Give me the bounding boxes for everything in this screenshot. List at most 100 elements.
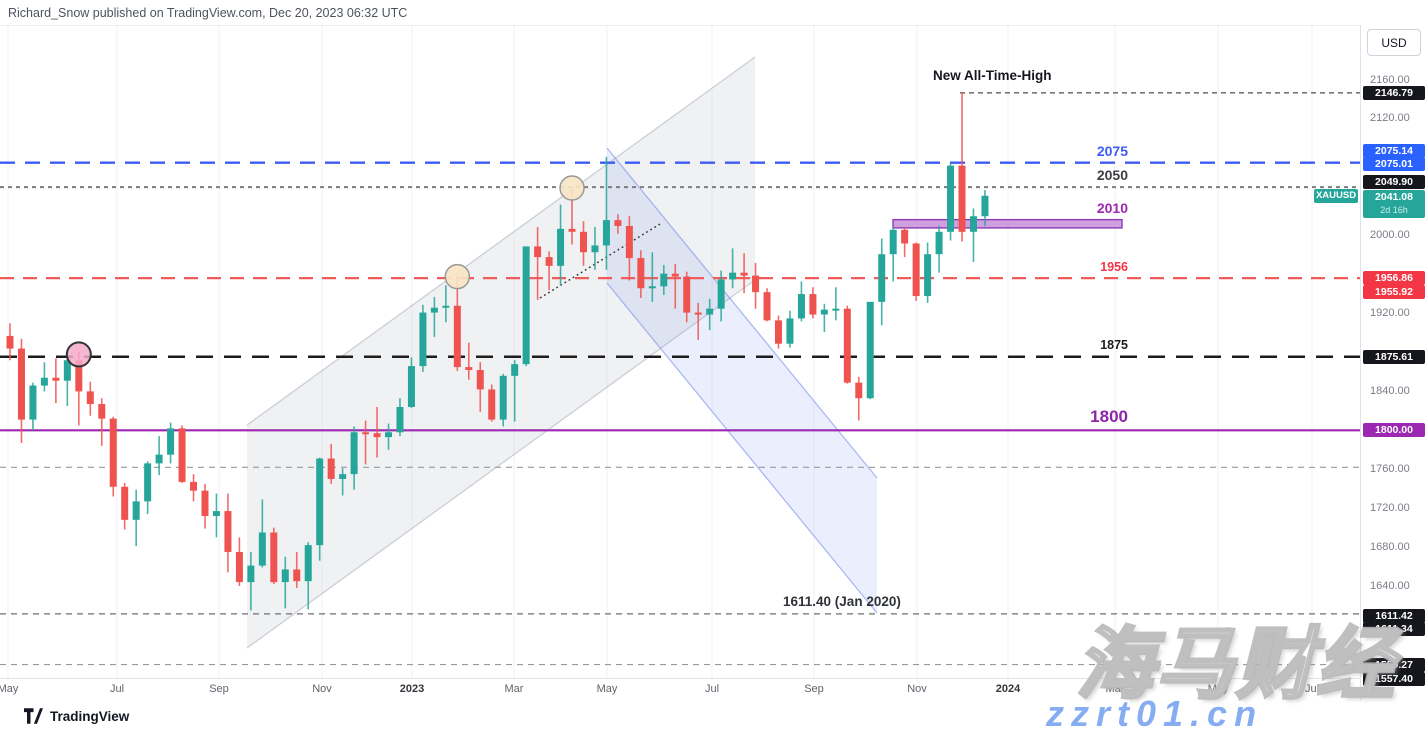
- footer-bar: TradingView: [0, 700, 1428, 734]
- candle-body: [75, 360, 83, 392]
- candle-body: [293, 569, 301, 582]
- candle-body: [843, 308, 851, 383]
- price-badge-1800.00: 1800.00: [1363, 423, 1425, 438]
- candle-body: [258, 532, 266, 566]
- candle-body: [178, 428, 186, 482]
- time-label-month: Nov: [312, 683, 332, 695]
- candle-body: [190, 481, 198, 491]
- candle-body: [362, 432, 370, 435]
- beige-marker-2050-test[interactable]: [559, 175, 585, 201]
- price-badge-2075.14: 2075.14: [1363, 143, 1425, 158]
- candle-body: [419, 312, 427, 367]
- level-label-sup-1611: 1611.40 (Jan 2020): [783, 594, 901, 610]
- candle-body: [407, 366, 415, 407]
- candle-body: [981, 195, 989, 217]
- candle-body: [86, 391, 94, 405]
- candle-body: [373, 433, 381, 438]
- time-label-month: May: [596, 683, 618, 695]
- candle-body: [121, 486, 129, 520]
- candle-body: [935, 231, 943, 255]
- candle-body: [499, 375, 507, 420]
- candle-body: [717, 279, 725, 309]
- price-tick: 1720.00: [1370, 501, 1410, 514]
- time-label-month: Jul: [109, 683, 125, 695]
- candle-body: [235, 551, 243, 583]
- ascending-gray-channel[interactable]: [247, 57, 755, 648]
- candle-body: [132, 501, 140, 520]
- price-badge-1955.92: 1955.92: [1363, 284, 1425, 299]
- candle-body: [648, 286, 656, 289]
- candle-body: [924, 254, 932, 297]
- level-label-2010: 2010: [1096, 199, 1128, 216]
- ascending-gray-channel-lower-edge: [246, 279, 756, 649]
- price-badge-1559.27: 1559.27: [1363, 657, 1425, 672]
- beige-marker-1956-test[interactable]: [444, 263, 471, 290]
- candle-body: [901, 229, 909, 244]
- publication-title: Richard_Snow published on TradingView.co…: [8, 6, 408, 20]
- time-label-month: Jul: [704, 683, 720, 695]
- candle-body: [144, 463, 152, 502]
- price-tick: 1640.00: [1370, 579, 1410, 592]
- candle-body: [545, 257, 553, 266]
- candle-body: [63, 360, 71, 381]
- pink-marker-1875-test[interactable]: [65, 341, 92, 368]
- candle-body: [488, 389, 496, 420]
- candle-body: [109, 418, 117, 487]
- current-price-badge: 2041.08 2d 16h: [1363, 189, 1425, 218]
- candle-body: [52, 377, 60, 381]
- candle-body: [212, 511, 220, 516]
- time-label-month: Sep: [209, 683, 229, 695]
- currency-toggle-button[interactable]: USD: [1367, 29, 1421, 56]
- candle-body: [281, 569, 289, 583]
- candle-body: [855, 382, 863, 399]
- candle-body: [774, 320, 782, 344]
- time-label-month: May: [0, 683, 19, 695]
- candle-body: [740, 272, 748, 276]
- header-divider: [0, 25, 1428, 26]
- candle-body: [396, 406, 404, 433]
- candle-body: [247, 565, 255, 583]
- price-badge-2146.79: 2146.79: [1363, 85, 1425, 100]
- tradingview-brand[interactable]: TradingView: [24, 708, 129, 724]
- candle-body: [465, 367, 473, 370]
- candle-body: [476, 369, 484, 390]
- candle-body: [29, 385, 37, 420]
- candle-body: [453, 305, 461, 368]
- candle-body: [671, 273, 679, 277]
- candle-body: [832, 308, 840, 311]
- candle-body: [304, 545, 312, 582]
- time-label-month: Jul: [1304, 683, 1320, 695]
- bar-countdown: 2d 16h: [1380, 204, 1408, 215]
- candle-body: [534, 246, 542, 258]
- price-tick: 2160.00: [1370, 73, 1410, 86]
- candle-body: [797, 294, 805, 319]
- price-badge-1875.61: 1875.61: [1363, 349, 1425, 364]
- candle-body: [809, 294, 817, 315]
- time-label-month: May: [1207, 683, 1229, 695]
- level-label-sup-1956: 1956: [1100, 259, 1128, 274]
- time-label-month: Mar: [504, 683, 524, 695]
- candle-body: [729, 272, 737, 280]
- candle-body: [763, 292, 771, 321]
- level-label-res-2050: 2050: [1096, 167, 1128, 184]
- candle-body: [683, 276, 691, 313]
- candle-body: [889, 229, 897, 255]
- time-axis[interactable]: May Jul Sep Nov 2023 Mar May Jul Sep Nov 2024 Mar Ma…: [0, 678, 1428, 701]
- price-badge-2075.01: 2075.01: [1363, 156, 1425, 171]
- descending-blue-channel-lower-edge: [606, 282, 878, 614]
- supply-band-2010[interactable]: [892, 218, 1123, 229]
- price-axis[interactable]: USD 2160.00 2120.00 2000.00 1920.00 1840.00 1…: [1360, 25, 1428, 700]
- candle-body: [511, 364, 519, 376]
- candle-body: [430, 307, 438, 313]
- candle-body: [201, 490, 209, 516]
- candle-body: [522, 246, 530, 365]
- candlestick-chart[interactable]: [0, 0, 1360, 678]
- current-price-value: 2041.08: [1375, 190, 1413, 203]
- candle-body: [224, 511, 232, 552]
- candle-body: [591, 245, 599, 253]
- tradingview-logo-icon: [24, 708, 43, 724]
- price-tick: 1760.00: [1370, 462, 1410, 475]
- candle-body: [316, 458, 324, 546]
- candle-body: [270, 532, 278, 583]
- price-tick: 2000.00: [1370, 229, 1410, 242]
